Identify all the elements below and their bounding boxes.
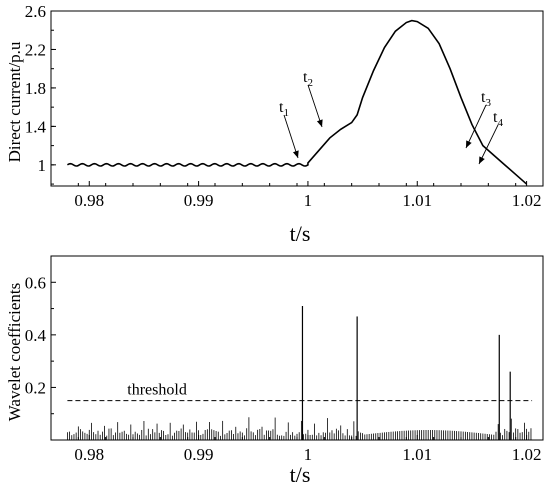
annotation-t1: t1 bbox=[279, 99, 299, 159]
x-tick-label: 0.98 bbox=[74, 445, 104, 464]
noise-spikes bbox=[67, 417, 532, 440]
current-series-line bbox=[66, 19, 528, 185]
annotation-arrow-line bbox=[478, 124, 499, 165]
annotation-arrow-head bbox=[466, 140, 472, 148]
direct-current-chart: 0.98 0.99 1 1.01 1.02 1 1.4 1.8 2.2 2.6 t1 t2 t3t4… bbox=[5, 2, 544, 246]
y-tick-label: 1.4 bbox=[25, 117, 47, 136]
annotation-arrow-line bbox=[283, 114, 299, 159]
plot-frame-bottom bbox=[50, 255, 544, 441]
annotation-arrow-line bbox=[465, 104, 487, 149]
x-tick-label: 0.98 bbox=[74, 191, 104, 210]
y-ticks-top: 1 1.4 1.8 2.2 2.6 bbox=[25, 2, 56, 185]
annotation-t3: t3 bbox=[465, 89, 491, 149]
y-tick-label: 2.2 bbox=[25, 40, 46, 59]
x-tick-label: 1 bbox=[304, 191, 313, 210]
plot-frame-top bbox=[50, 10, 544, 187]
x-ticks-top: 0.98 0.99 1 1.01 1.02 bbox=[74, 181, 544, 210]
annotation-subscript: 1 bbox=[283, 107, 289, 119]
x-axis-title-top: t/s bbox=[290, 221, 311, 246]
annotation-subscript: 2 bbox=[307, 77, 313, 89]
y-tick-label: 0.4 bbox=[25, 326, 47, 345]
annotation-arrow-head bbox=[292, 150, 299, 158]
annotation-arrow-line bbox=[307, 84, 323, 128]
x-tick-label: 0.99 bbox=[184, 445, 214, 464]
annotation-label: t3 bbox=[481, 89, 491, 109]
annotation-arrow-head bbox=[479, 156, 485, 164]
annotation-label: t4 bbox=[493, 109, 503, 129]
x-tick-label: 1.01 bbox=[402, 191, 432, 210]
major-spikes bbox=[301, 305, 511, 440]
y-tick-label: 2.6 bbox=[25, 2, 46, 21]
annotation-t4: t4 bbox=[478, 109, 503, 165]
annotation-label: t2 bbox=[303, 69, 313, 89]
x-tick-label: 1.02 bbox=[512, 191, 542, 210]
series-top bbox=[66, 19, 528, 185]
y-tick-label: 0.6 bbox=[25, 273, 46, 292]
annotation-arrow-head bbox=[316, 119, 323, 127]
x-tick-label: 0.99 bbox=[184, 191, 214, 210]
x-tick-label: 1 bbox=[304, 445, 313, 464]
y-tick-label: 0.2 bbox=[25, 378, 46, 397]
x-tick-label: 1.01 bbox=[402, 445, 432, 464]
x-axis-title-bottom: t/s bbox=[290, 462, 311, 487]
y-ticks-bottom: 0.2 0.4 0.6 bbox=[25, 255, 56, 415]
threshold-label: threshold bbox=[127, 382, 187, 399]
x-tick-label: 1.02 bbox=[512, 445, 542, 464]
y-tick-label: 1 bbox=[38, 156, 47, 175]
y-axis-title-bottom: Wavelet coefficients bbox=[5, 283, 24, 422]
y-axis-title-top: Direct current/p.u bbox=[5, 41, 24, 162]
x-ticks-bottom: 0.98 0.99 1 1.01 1.02 bbox=[74, 435, 544, 464]
y-tick-label: 1.8 bbox=[25, 79, 46, 98]
annotation-subscript: 4 bbox=[497, 117, 503, 129]
annotation-subscript: 3 bbox=[485, 97, 491, 109]
annotation-label: t1 bbox=[279, 99, 289, 119]
annotation-t2: t2 bbox=[303, 69, 323, 128]
wavelet-coefficients-chart: 0.98 0.99 1 1.01 1.02 0.2 0.4 0.6 threshold t/… bbox=[5, 255, 544, 487]
